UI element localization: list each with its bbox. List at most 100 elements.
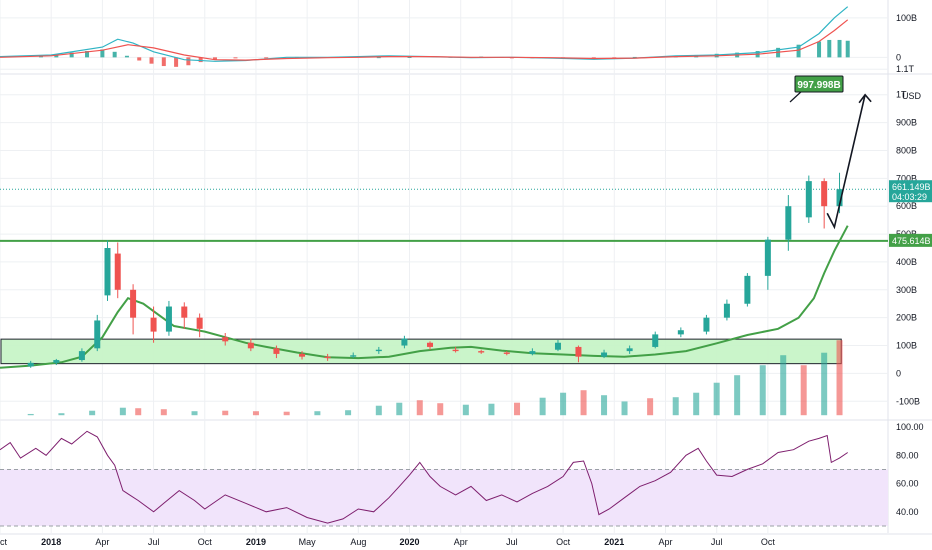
candle-body	[821, 181, 828, 207]
candle-body	[78, 351, 85, 361]
macd-y-tick-label: 1.1T	[896, 64, 915, 74]
target-badge	[794, 75, 844, 93]
volume-bar	[734, 375, 741, 416]
candle-body	[196, 317, 203, 329]
volume-bar	[647, 398, 654, 416]
rsi-y-tick-label: 100.00	[896, 422, 924, 432]
candle-body	[375, 349, 382, 352]
macd-histogram-bar	[264, 57, 269, 59]
macd-histogram-bar	[149, 57, 154, 64]
candle-body	[299, 353, 306, 357]
price-y-tick-label: 700B	[896, 173, 917, 183]
macd-histogram-bar	[376, 57, 381, 59]
macd-histogram-bar	[233, 57, 238, 59]
volume-bar	[780, 355, 787, 416]
bar-countdown-label: 04:03:29	[892, 192, 927, 202]
candle-body	[744, 275, 751, 304]
x-tick-label: Oct	[556, 537, 571, 547]
x-tick-label: May	[299, 537, 317, 547]
candle-body	[53, 360, 60, 363]
macd-histogram-bar	[100, 49, 105, 58]
volume-bar	[539, 397, 546, 416]
rsi-panel: 100.00 80.00 60.00 40.00	[0, 422, 924, 527]
volume-bar	[416, 400, 423, 416]
price-y-tick-label: 200B	[896, 313, 917, 323]
currency-label[interactable]: USD	[902, 91, 922, 101]
candle-body	[104, 248, 111, 296]
macd-histogram-bar	[69, 52, 74, 58]
macd-histogram-bar	[137, 57, 142, 61]
candle-body	[764, 239, 771, 276]
volume-bar	[89, 410, 96, 416]
candle-body	[478, 351, 485, 353]
price-y-tick-label: 900B	[896, 118, 917, 128]
x-tick-label: Aug	[350, 537, 366, 547]
x-tick-label: Apr	[658, 537, 672, 547]
moving-average-line	[0, 225, 849, 369]
volume-bar	[58, 413, 65, 416]
macd-histogram-bar	[112, 51, 117, 58]
candle-body	[150, 317, 157, 332]
time-axis: Oct 2018 Apr Jul Oct 2019 May Aug 2020 Apr Jul Oct 2…	[0, 537, 775, 547]
volume-bar	[488, 403, 495, 416]
rsi-y-tick-label: 40.00	[896, 507, 919, 517]
candle-body	[273, 348, 280, 354]
macd-histogram-bar	[213, 57, 218, 60]
volume-bar	[713, 382, 720, 416]
volume-bar	[314, 411, 321, 416]
x-tick-label: Jul	[148, 537, 160, 547]
macd-histogram-bar	[817, 41, 822, 58]
volume-bar	[345, 410, 352, 416]
background-layer	[0, 0, 932, 535]
x-tick-label: Oct	[198, 537, 213, 547]
candle-body	[626, 348, 633, 352]
candle-body	[503, 352, 510, 354]
price-y-tick-label: 800B	[896, 145, 917, 155]
volume-bar	[580, 390, 587, 416]
candle-body	[575, 346, 582, 357]
last-price-label: 661.149B	[892, 182, 931, 192]
macd-histogram-bar	[837, 39, 842, 58]
rsi-y-tick-label: 80.00	[896, 450, 919, 460]
arrow-head-icon	[858, 93, 872, 104]
volume-bar	[27, 413, 34, 416]
candle-body	[181, 306, 188, 318]
volume-bar	[135, 408, 142, 416]
price-y-tick-label: 300B	[896, 285, 917, 295]
volume-bar	[283, 411, 290, 416]
candle-body	[94, 320, 101, 349]
candle-body	[805, 181, 812, 218]
macd-y-tick-label: 100B	[896, 13, 917, 23]
macd-histogram-bar	[845, 40, 850, 58]
last-price-badge	[889, 180, 932, 203]
x-tick-label: 2021	[604, 537, 624, 547]
macd-histogram-bar	[632, 56, 637, 58]
candle-body	[452, 349, 459, 352]
candle-body	[324, 356, 331, 359]
volume-bar	[462, 404, 469, 416]
x-tick-label: Oct	[0, 537, 7, 547]
volume-bar	[222, 410, 229, 416]
volume-bar	[836, 340, 843, 416]
macd-histogram-bar	[174, 57, 179, 67]
volume-bar	[672, 397, 679, 416]
macd-y-tick-label: 0	[896, 52, 901, 62]
candle-body	[601, 352, 608, 357]
volume-bar	[396, 402, 403, 416]
macd-panel: 100B 0 1.1T	[0, 6, 917, 74]
volume-bar	[119, 407, 126, 416]
x-tick-label: Apr	[95, 537, 109, 547]
price-panel: 1T900B800B700B600B500B400B300B200B100B0-…	[0, 75, 932, 416]
volume-bar	[375, 405, 382, 416]
volume-bar	[437, 403, 444, 416]
x-tick-label: Jul	[506, 537, 518, 547]
price-y-tick-label: 0	[896, 368, 901, 378]
rsi-line	[0, 430, 848, 524]
volume-bar	[160, 409, 167, 416]
macd-histogram-bar	[161, 57, 166, 67]
support-price-badge	[889, 233, 932, 247]
candle-body	[723, 303, 730, 318]
candle-body	[652, 334, 659, 347]
x-tick-label: 2020	[400, 537, 420, 547]
